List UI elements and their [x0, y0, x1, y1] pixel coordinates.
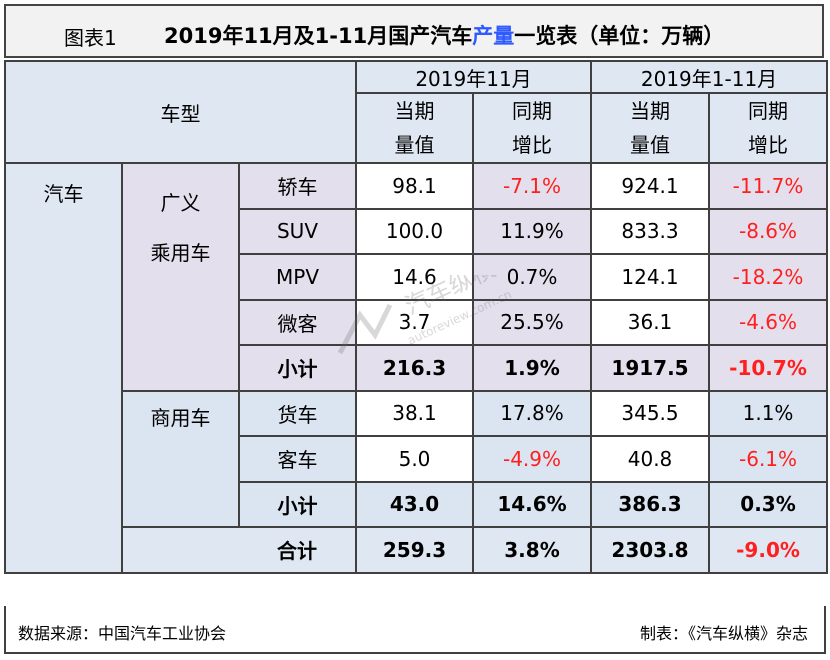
category-line: 广义: [160, 191, 201, 215]
figure-label: 图表1: [64, 26, 117, 50]
cell-month-value: 100.0: [355, 207, 474, 255]
ytd-value-header: 当期 量值: [590, 92, 711, 164]
subtotal-row: 小计 43.0 14.6% 386.3 0.3%: [5, 480, 829, 528]
row-name: 轿车: [238, 162, 357, 210]
cell-ytd-yoy: -10.7%: [708, 344, 829, 392]
header-line: 当期: [394, 99, 435, 123]
cell-ytd-yoy: -8.6%: [708, 207, 829, 255]
cell-ytd-yoy: -11.7%: [708, 162, 829, 210]
cell-ytd-yoy: -18.2%: [708, 253, 829, 301]
header-row-1: 车型 2019年11月 2019年1-11月: [4, 60, 829, 164]
cell-ytd-value: 124.1: [590, 253, 711, 301]
header-line: 同期: [748, 99, 789, 123]
commercial-category-cell: 商用车: [121, 389, 240, 528]
cell-ytd-value: 36.1: [590, 298, 711, 346]
cell-ytd-yoy: 1.1%: [708, 389, 829, 437]
header-line: 量值: [394, 133, 435, 157]
cell-month-yoy: 17.8%: [471, 389, 593, 437]
cell-month-yoy: 11.9%: [471, 207, 593, 255]
cell-ytd-value: 40.8: [590, 435, 711, 483]
table-row: 微客 3.7 25.5% 36.1 -4.6%: [5, 298, 829, 346]
passenger-category-cell: 广义 乘用车: [121, 162, 240, 392]
cell-ytd-yoy: 0.3%: [708, 480, 829, 528]
header-line: 同期: [512, 99, 552, 123]
header-line: 量值: [630, 133, 671, 157]
auto-category-cell: 汽车: [4, 162, 123, 574]
cell-month-value: 14.6: [355, 253, 474, 301]
row-name: SUV: [238, 207, 357, 255]
cell-month-yoy: 0.7%: [471, 253, 593, 301]
cell-month-value: 3.7: [355, 298, 474, 346]
title-bar: 图表1 2019年11月及1-11月国产汽车产量一览表（单位：万辆）: [4, 4, 824, 58]
title-main: 2019年11月及1-11月国产汽车: [164, 24, 473, 48]
header-line: 增比: [512, 133, 552, 157]
cell-ytd-value: 386.3: [590, 480, 711, 528]
cell-month-yoy: 14.6%: [471, 480, 593, 528]
total-spacer: [121, 526, 239, 574]
total-row: 合计 259.3 3.8% 2303.8 -9.0%: [5, 526, 829, 574]
title-highlight: 产量: [472, 24, 515, 48]
cell-ytd-value: 1917.5: [590, 344, 711, 392]
cell-ytd-value: 2303.8: [590, 526, 711, 574]
data-source: 数据来源：中国汽车工业协会: [18, 624, 227, 643]
footer: 数据来源：中国汽车工业协会 制表：《汽车纵横》杂志: [4, 606, 826, 654]
cell-ytd-yoy: -4.6%: [708, 298, 829, 346]
row-name: 货车: [238, 389, 357, 437]
row-name: 微客: [238, 298, 357, 346]
cell-ytd-value: 345.5: [590, 389, 711, 437]
vehicle-type-header: 车型: [4, 60, 357, 164]
cell-month-value: 216.3: [355, 344, 474, 392]
title-tail: 一览表（单位：万辆）: [514, 24, 725, 48]
cell-month-yoy: 1.9%: [471, 344, 593, 392]
table-credit: 制表：《汽车纵横》杂志: [639, 624, 808, 643]
table-title: 2019年11月及1-11月国产汽车产量一览表（单位：万辆）: [164, 20, 724, 50]
row-name: MPV: [238, 253, 357, 301]
cell-ytd-yoy: -6.1%: [708, 435, 829, 483]
table-row: 商用车 货车 38.1 17.8% 345.5 1.1%: [5, 389, 829, 528]
production-table: 车型 2019年11月 2019年1-11月 当期量值 同期增比 当期量值 同期…: [4, 60, 829, 574]
table-row: 客车 5.0 -4.9% 40.8 -6.1%: [5, 435, 829, 483]
row-name: 小计: [238, 344, 357, 392]
cell-month-value: 43.0: [355, 480, 474, 528]
table-row: MPV 14.6 0.7% 124.1 -18.2%: [5, 253, 829, 301]
row-name: 小计: [238, 480, 357, 528]
cell-month-value: 259.3: [355, 526, 474, 574]
header-line: 增比: [748, 133, 789, 157]
cell-month-value: 38.1: [355, 389, 474, 437]
ytd-header: 2019年1-11月: [590, 60, 829, 94]
cell-month-yoy: 3.8%: [471, 526, 593, 574]
month-yoy-header: 同期 增比: [471, 92, 593, 164]
category-line: 乘用车: [150, 241, 211, 265]
header-row-2: 当期量值 同期增比 当期量值 同期增比: [5, 92, 829, 164]
table-row: SUV 100.0 11.9% 833.3 -8.6%: [5, 207, 829, 255]
cell-month-yoy: -7.1%: [471, 162, 593, 210]
cell-ytd-value: 924.1: [590, 162, 711, 210]
header-line: 当期: [630, 99, 671, 123]
row-name: 合计: [239, 526, 357, 574]
cell-month-value: 98.1: [355, 162, 474, 210]
cell-month-yoy: 25.5%: [471, 298, 593, 346]
cell-ytd-yoy: -9.0%: [708, 526, 829, 574]
cell-month-value: 5.0: [355, 435, 474, 483]
subtotal-row: 小计 216.3 1.9% 1917.5 -10.7%: [5, 344, 829, 392]
cell-month-yoy: -4.9%: [471, 435, 593, 483]
ytd-yoy-header: 同期 增比: [708, 92, 829, 164]
table-row: 汽车 广义乘用车 轿车 98.1 -7.1% 924.1 -11.7%: [4, 162, 829, 574]
cell-ytd-value: 833.3: [590, 207, 711, 255]
row-name: 客车: [238, 435, 357, 483]
month-value-header: 当期 量值: [355, 92, 474, 164]
month-header: 2019年11月: [354, 60, 593, 94]
